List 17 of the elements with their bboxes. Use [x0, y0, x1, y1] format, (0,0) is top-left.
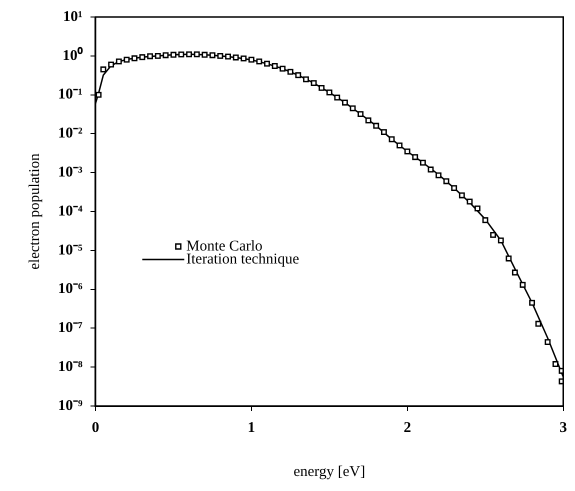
- y-tick-label: 10⁻⁷: [58, 320, 83, 336]
- y-tick-label: 10¹: [62, 8, 82, 25]
- x-tick-label: 3: [560, 420, 567, 436]
- y-tick-label: 10⁻²: [58, 126, 83, 142]
- y-tick-label: 10⁻¹: [58, 86, 82, 103]
- y-tick-label: 10⁰: [62, 46, 84, 64]
- y-tick-label: 10⁻⁸: [58, 358, 83, 375]
- y-tick-label: 10⁻⁶: [58, 281, 83, 298]
- y-tick-label: 10⁻⁵: [58, 242, 83, 258]
- x-tick-label: 2: [404, 420, 412, 436]
- x-tick-label: 1: [248, 420, 256, 436]
- x-axis-title: energy [eV]: [293, 464, 366, 480]
- y-tick-label: 10⁻³: [58, 164, 83, 180]
- y-tick-label: 10⁻⁹: [58, 398, 83, 414]
- y-tick-label: 10⁻⁴: [58, 203, 83, 220]
- y-axis-title: electron population: [26, 152, 43, 270]
- x-tick-label: 0: [92, 420, 100, 436]
